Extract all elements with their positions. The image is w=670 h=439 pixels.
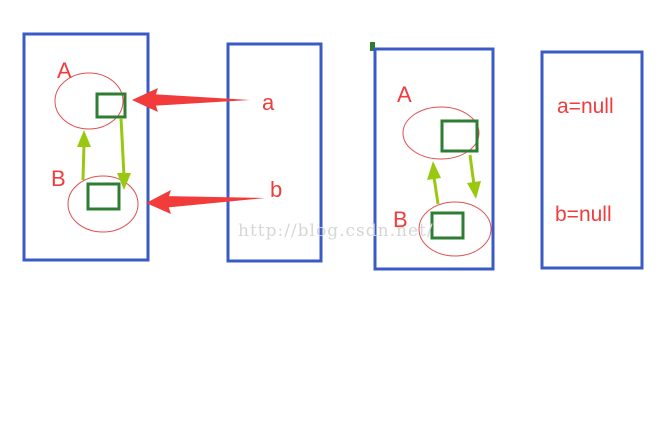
small-green-marker — [370, 42, 375, 51]
left-circle-a — [54, 72, 124, 130]
right-green-arrow-up — [427, 161, 441, 205]
right-green-arrow-down — [467, 154, 481, 199]
left-heap-box — [22, 32, 150, 262]
left-var-a: a — [262, 90, 275, 115]
watermark-text: http://blog.csdn.net/ — [238, 221, 434, 241]
left-object-a — [95, 92, 127, 119]
right-object-b — [430, 211, 465, 240]
right-var-a: a=null — [557, 95, 614, 118]
right-label-a: A — [397, 82, 412, 107]
red-arrow-a-to-object-a — [132, 88, 250, 112]
right-heap-box — [373, 47, 495, 271]
left-label-a: A — [57, 58, 72, 83]
right-circle-a — [402, 106, 480, 160]
left-circle-b — [67, 175, 139, 233]
right-circle-b — [418, 201, 492, 257]
right-var-b: b=null — [555, 203, 612, 226]
left-green-arrow-up — [77, 130, 91, 181]
right-object-a — [440, 119, 479, 153]
right-stack-box — [540, 50, 644, 270]
left-green-arrow-down — [117, 117, 131, 190]
left-var-b: b — [270, 177, 282, 202]
left-object-b — [86, 182, 121, 211]
left-stack-box — [226, 42, 323, 263]
right-label-b: B — [393, 207, 408, 232]
left-label-b: B — [51, 166, 66, 191]
red-arrow-b-to-object-b — [146, 190, 265, 214]
